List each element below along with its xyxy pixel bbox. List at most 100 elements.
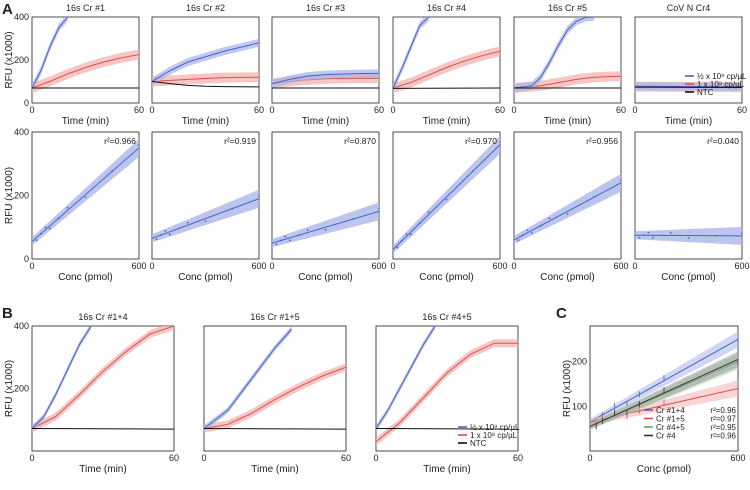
panel-a-bottom-6-point [669,231,672,234]
panel-b-1-title: 16s Cr #1+4 [78,312,127,322]
panel-a-bottom-4-r2: r²=0.970 [465,136,497,146]
panel-a-bottom-2-xlabel: Conc (pmol) [178,272,232,283]
panel-a-top-3-xlabel: Time (min) [302,116,349,127]
panel-b-2-red-line [204,366,346,429]
panel-a-bottom-6-point [741,232,742,235]
panel-a-bottom-4-point [401,239,403,242]
panel-a-bottom-1-point [44,226,47,229]
panel-b-3-series [376,326,518,446]
panel-a-bottom-1-r2: r²=0.966 [104,136,136,146]
legend-c-r2-2: r²=0.95 [710,423,736,432]
panel-c-xtick-0: 0 [587,453,592,463]
panel-a-top-5-frame [513,16,622,104]
panel-a-bottom-2-point [168,233,171,236]
panel-a-top-6-blue-line [635,85,742,88]
panel-a-top-3-frame [271,16,380,104]
panel-a-bottom-3-point [280,239,282,242]
panel-b-2-xtick-0: 0 [201,453,206,463]
legend-a-entry-0: ½ x 10⁹ cp/µL [697,72,747,81]
panel-b-2-series [204,326,346,433]
panel-a-bottom-2-series [152,189,259,243]
panel-b-2-ntc-line [204,428,346,430]
panel-a-top-5-xtick-0: 0 [511,105,516,115]
panel-a-bottom-3-point [324,228,327,231]
panel-a-bottom-4-xtick-600: 600 [492,261,507,271]
panel-a-bottom-4-point [445,198,448,201]
panel-a-bottom-2-point [204,220,207,222]
panel-a-top-5-series [514,17,621,93]
panel-a-top-1-ylabel: RFU (x1000) [4,31,15,88]
panel-a-bottom-1-fit-line [32,147,139,242]
panel-a-bottom-1-ytick-400: 400 [14,127,29,137]
panel-b-1-ytick-200: 200 [14,384,29,394]
panel-a-bottom-4-point [499,141,500,144]
panel-b-2-frame [203,325,347,452]
panel-a-top-2-series [152,38,259,88]
panel-a-bottom-1-ytick-200: 200 [14,191,29,201]
panel-a-top-1-red-band [32,49,139,93]
panel-b-2-xtick-60: 60 [341,453,351,463]
panel-a-bottom-1-point [35,239,38,242]
chart-panels: 16s Cr #1 0 60 Time (min) 0 200 400 RFU (x1000)… [4,3,750,475]
panel-c-series [590,331,738,430]
panel-a-top-4-xlabel: Time (min) [423,116,470,127]
panel-a-top-1-xtick-60: 60 [134,105,144,115]
panel-a-bottom-5-point [593,196,596,198]
panel-a-bottom-5-fit-band [514,173,621,244]
panel-a-bottom-3-xtick-600: 600 [371,261,386,271]
panel-a-top-4-xtick-60: 60 [495,105,505,115]
panel-b-3-title: 16s Cr #4+5 [422,312,471,322]
panel-a-top-2-frame [151,16,260,104]
panel-a-top-3-title: 16s Cr #3 [306,3,345,13]
legend-a-entry-2: NTC [697,88,714,97]
panel-a-bottom-6-xlabel: Conc (pmol) [661,272,715,283]
panel-b-1-red-band [32,326,174,433]
panel-a-bottom-3-fit-line [272,210,379,244]
panel-b-2-xlabel: Time (min) [251,464,298,475]
panel-a-top-5-blue-line [514,17,595,89]
panel-a-bottom-1-point [138,144,139,147]
panel-a-bottom-4-frame [392,131,501,260]
panel-a-bottom-6-series [635,226,742,245]
panel-a-bottom-3-xtick-0: 0 [269,261,274,271]
panel-a-bottom-4-xtick-0: 0 [390,261,395,271]
legend-c-name-3: Cr #4 [656,432,676,441]
panel-c-xlabel: Conc (pmol) [637,464,691,475]
panel-a-bottom-2-point [155,238,158,241]
panel-a-bottom-6-point [714,234,717,237]
legend-a-entry-1: 1 x 10⁸ cp/µL [697,80,745,89]
panel-a-bottom-2-r2: r²=0.919 [224,136,256,146]
panel-b-1-xlabel: Time (min) [79,464,126,475]
panel-b-1-blue-band [32,326,92,432]
panel-b-2-title: 16s Cr #1+5 [250,312,299,322]
panel-a-bottom-5-point [530,232,533,234]
panel-a-bottom-1-point [84,196,87,199]
panel-a-bottom-1-xtick-600: 600 [131,261,146,271]
panel-a-bottom-4-point [427,211,430,213]
panel-b-1-ntc-line [32,428,174,430]
panel-b-2-blue-line [204,328,292,429]
panel-a-top-6-frame [634,16,743,104]
panel-a-top-1-series [32,17,139,93]
panel-a-bottom-1-ylabel: RFU (x1000) [4,167,15,224]
panel-a-bottom-3-point [351,218,354,221]
panel-a-bottom-3-frame [271,131,380,260]
panel-a-bottom-2-fit-line [152,198,259,239]
legend-b-entry-1: 1 x 10⁸ cp/µL [470,431,518,440]
panel-a-top-6-xlabel: Time (min) [665,116,712,127]
panel-a-top-1-red-line [32,54,139,89]
panel-a-bottom-1-point [48,227,51,230]
panel-a-bottom-3-point [378,207,379,210]
panel-a-top-1-blue-band [32,17,68,92]
panel-a-top-4-title: 16s Cr #4 [427,3,466,13]
panel-a-bottom-5-r2: r²=0.956 [586,136,618,146]
panel-a-top-1-frame [31,16,140,104]
panel-a-bottom-1-point [40,232,42,235]
panel-b-1-ylabel: RFU (x1000) [4,360,15,417]
panel-a-top-4-red-line [393,50,500,89]
panel-c-ytick-200: 200 [572,357,587,367]
panel-a-bottom-6-frame [634,131,743,260]
panel-a-bottom-5-fit-line [514,182,621,241]
panel-a-bottom-6-r2: r²=0.040 [707,136,739,146]
